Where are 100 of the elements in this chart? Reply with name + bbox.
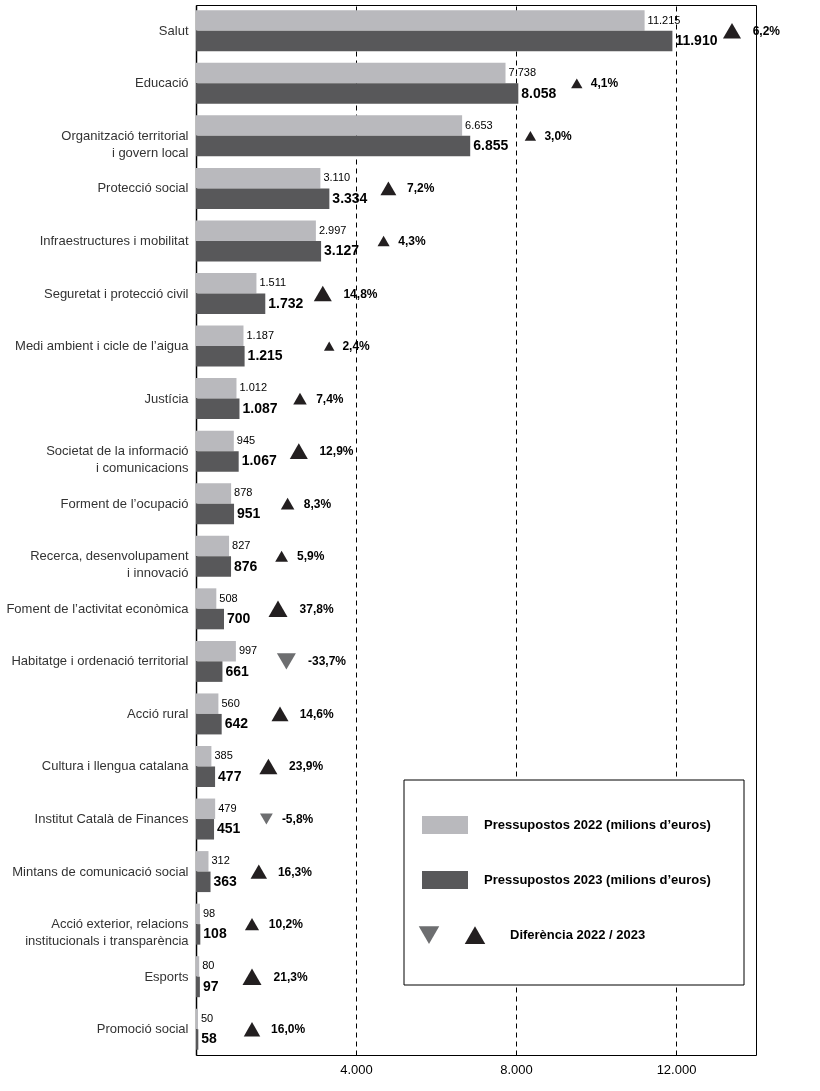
y-tick-label: Recerca, desenvolupament i innovació — [30, 548, 189, 581]
y-tick-label: Institut Català de Finances — [34, 811, 189, 827]
point — [722, 22, 742, 39]
data-label: 6.653 — [465, 118, 493, 131]
data-label: 108 — [203, 925, 227, 942]
y-tick-label: Seguretat i protecció civil — [43, 285, 189, 301]
annotation: 14,8% — [343, 286, 378, 301]
y-tick-label: Acció exterior, relacions institucionals i transparència — [25, 916, 190, 949]
data-label: 11.215 — [647, 13, 681, 26]
data-label: 58 — [201, 1030, 218, 1047]
legend-label: Pressupostos 2022 (milions d’euros) — [484, 817, 711, 832]
bar — [196, 903, 200, 925]
y-tick-label: Medi ambient i cicle de l’aigua — [15, 338, 190, 354]
data-label: 451 — [217, 820, 241, 837]
y-tick-label: Forment de l’ocupació — [60, 495, 189, 511]
data-label: 1.187 — [246, 328, 275, 341]
bar — [196, 798, 216, 820]
data-label: 1.215 — [247, 347, 283, 364]
bar — [196, 398, 240, 420]
bar — [196, 273, 257, 294]
data-label: 98 — [202, 906, 216, 919]
data-label: 951 — [237, 504, 261, 521]
data-label: 3.110 — [323, 171, 351, 184]
data-label: 1.511 — [259, 276, 287, 289]
bar — [196, 378, 237, 399]
point — [293, 392, 307, 405]
data-label: 1.732 — [268, 294, 304, 311]
point — [313, 285, 332, 302]
data-label: 385 — [214, 749, 233, 762]
y-tick-label: Justícia — [144, 390, 190, 406]
annotation: 10,2% — [268, 917, 304, 932]
annotation: 4,3% — [398, 233, 427, 248]
point — [271, 706, 289, 722]
y-tick-label: Mintans de comunicació social — [12, 863, 189, 879]
annotation: 16,0% — [271, 1022, 306, 1037]
bar — [196, 976, 200, 998]
data-label: 642 — [224, 715, 249, 732]
bar — [196, 556, 232, 577]
bar — [196, 10, 645, 31]
bar — [196, 451, 239, 472]
y-tick-label: Esports — [144, 968, 189, 984]
y-tick-label: Infraestructures i mobilitat — [39, 232, 189, 248]
bar — [196, 62, 506, 84]
x-tick-label: 8.000 — [500, 1061, 533, 1077]
legend-label: Pressupostos 2023 (milions d’euros) — [484, 872, 711, 887]
y-tick-label: Salut — [158, 22, 189, 38]
annotation: 8,3% — [303, 496, 332, 511]
data-label: 2.997 — [318, 223, 347, 236]
y-tick-label: Societat de la informació i comunicacions — [46, 443, 189, 476]
y-tick-label: Cultura i llengua catalana — [41, 758, 190, 774]
data-label: 363 — [213, 872, 238, 889]
bar — [196, 83, 519, 104]
annotation: -5,8% — [281, 812, 314, 827]
bar — [196, 135, 471, 157]
annotation: 37,8% — [299, 601, 334, 616]
annotation: 2,4% — [342, 339, 371, 354]
annotation: 16,3% — [277, 864, 313, 879]
annotation: 7,4% — [316, 391, 344, 406]
bar — [196, 588, 217, 609]
bar — [196, 293, 266, 315]
bar — [196, 188, 330, 209]
data-label: 3.127 — [324, 242, 360, 259]
annotation: 4,1% — [590, 76, 619, 91]
bar — [196, 115, 463, 136]
data-label: 1.012 — [239, 381, 268, 394]
bar — [196, 956, 200, 977]
y-tick-label: Acció rural — [127, 705, 189, 721]
data-label: 1.067 — [241, 452, 277, 469]
data-label: 11.910 — [675, 32, 718, 48]
y-tick-label: Educació — [135, 75, 189, 91]
y-tick-label: Promoció social — [96, 1021, 189, 1037]
point — [380, 181, 397, 196]
y-tick-label: Foment de l’activitat econòmica — [6, 600, 190, 616]
bar — [196, 483, 232, 504]
annotation: 21,3% — [273, 969, 308, 984]
bar — [196, 346, 245, 367]
data-label: 560 — [221, 696, 240, 709]
data-label: 700 — [227, 610, 251, 627]
bar — [196, 713, 222, 735]
point — [280, 497, 295, 510]
bar — [196, 661, 223, 682]
data-label: 6.855 — [473, 137, 509, 154]
bar — [196, 924, 201, 945]
y-tick-label: Habitatge i ordenació territorial — [11, 653, 189, 669]
bar — [196, 503, 235, 525]
data-label: 97 — [202, 977, 219, 994]
data-label: 477 — [218, 767, 242, 784]
bar — [196, 745, 212, 767]
y-tick-label: Protecció social — [97, 180, 189, 196]
annotation: 7,2% — [406, 181, 435, 196]
annotation: -33,7% — [308, 654, 347, 669]
point — [242, 968, 262, 985]
data-label: 50 — [201, 1012, 214, 1024]
data-label: 827 — [232, 539, 251, 552]
point — [243, 1022, 261, 1037]
bar — [196, 30, 673, 52]
bar — [196, 325, 244, 347]
bar — [196, 608, 224, 630]
data-label: 7.738 — [508, 66, 537, 79]
annotation: 23,9% — [289, 759, 324, 774]
